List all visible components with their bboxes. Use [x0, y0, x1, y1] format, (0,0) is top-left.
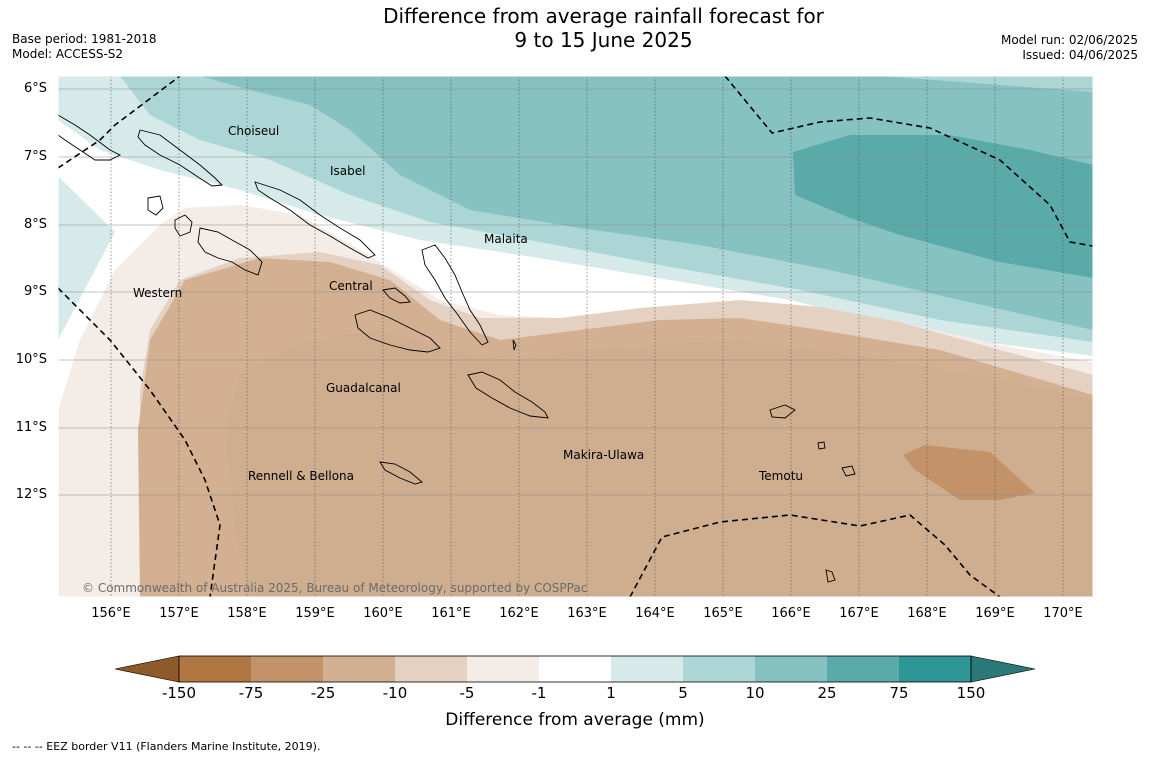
lat-lines [58, 88, 1093, 496]
choiseul-coast [137, 129, 223, 187]
lon-label-168e: 168°E [907, 606, 947, 621]
colorbar-bin-9 [755, 656, 827, 682]
wet-band-25-75 [793, 135, 1093, 278]
region-label-central: Central [329, 279, 373, 293]
makira-coast [467, 371, 549, 419]
ndeni-coast [769, 404, 796, 419]
colorbar-bin-2 [251, 656, 323, 682]
colorbar-label: 1 [606, 684, 616, 702]
lat-label-11s: 11°S [15, 420, 47, 435]
new-georgia-coast-2 [197, 227, 263, 276]
region-label-malaita: Malaita [484, 232, 528, 246]
lon-label-166e: 166°E [771, 606, 811, 621]
small-island-2 [825, 569, 836, 583]
lat-label-9s: 9°S [23, 284, 47, 299]
lon-label-161e: 161°E [431, 606, 471, 621]
meta-right: Model run: 02/06/2025 Issued: 04/06/2025 [1001, 33, 1138, 63]
colorbar-bin-11 [899, 656, 971, 682]
colorbar-bin-6 [539, 656, 611, 682]
colorbar-bin-4 [395, 656, 467, 682]
gridlines [110, 76, 1064, 597]
lon-label-167e: 167°E [839, 606, 879, 621]
region-label-western: Western [133, 286, 183, 300]
small-island-1 [817, 441, 826, 450]
lon-label-164e: 164°E [635, 606, 675, 621]
colorbar-label: 5 [678, 684, 688, 702]
tikopia-coast [841, 465, 856, 477]
colorbar-label: 75 [889, 684, 909, 702]
base-period: Base period: 1981-2018 [12, 32, 157, 46]
rennell-coast [379, 461, 423, 485]
lon-label-170e: 170°E [1043, 606, 1083, 621]
colorbar-label: -75 [238, 684, 264, 702]
lon-label-169e: 169°E [975, 606, 1015, 621]
map-title-line1: Difference from average rainfall forecas… [383, 4, 824, 28]
colorbar-bin-3 [323, 656, 395, 682]
region-label-makira-ulawa: Makira-Ulawa [563, 448, 645, 462]
bougainville-coast [58, 114, 122, 161]
colorbar-bin-1 [179, 656, 251, 682]
colorbar-title: Difference from average (mm) [445, 710, 705, 730]
guadalcanal-coast [354, 309, 441, 353]
lon-label-160e: 160°E [363, 606, 403, 621]
colorbar-extend-high [970, 655, 1036, 683]
lon-label-157e: 157°E [159, 606, 199, 621]
colorbar-bin-10 [827, 656, 899, 682]
model-name: Model: ACCESS-S2 [12, 47, 124, 61]
lat-label-7s: 7°S [23, 149, 47, 164]
copyright-notice: © Commonwealth of Australia 2025, Bureau… [82, 581, 588, 595]
vella-lavella-coast [147, 195, 164, 216]
malaita-coast [421, 244, 489, 346]
issued-date: Issued: 04/06/2025 [1022, 48, 1138, 62]
map-field [58, 76, 1093, 597]
lat-label-6s: 6°S [23, 81, 47, 96]
region-label-rennell-bellona: Rennell & Bellona [248, 469, 355, 483]
colorbar [114, 655, 1036, 683]
florida-coast [382, 287, 411, 304]
dry-band-25-75 [225, 330, 1093, 597]
lat-label-8s: 8°S [23, 217, 47, 232]
region-label-guadalcanal: Guadalcanal [326, 381, 401, 395]
colorbar-label: -25 [310, 684, 336, 702]
isabel-coast [254, 181, 376, 259]
lon-label-165e: 165°E [703, 606, 743, 621]
lat-label-10s: 10°S [15, 352, 47, 367]
lon-label-163e: 163°E [567, 606, 607, 621]
colorbar-label: 25 [817, 684, 837, 702]
region-label-isabel: Isabel [330, 164, 366, 178]
colorbar-label: 150 [956, 684, 986, 702]
colorbar-label: -5 [459, 684, 475, 702]
lon-label-156e: 156°E [91, 606, 131, 621]
colorbar-bin-7 [611, 656, 683, 682]
colorbar-label: -1 [531, 684, 547, 702]
lon-label-158e: 158°E [227, 606, 267, 621]
eez-legend-note: -- -- -- EEZ border V11 (Flanders Marine… [12, 740, 321, 753]
colorbar-label: -10 [382, 684, 408, 702]
lon-label-159e: 159°E [295, 606, 335, 621]
map-title-line2: 9 to 15 June 2025 [514, 28, 693, 52]
wet-band-top-right [880, 76, 1093, 92]
region-label-choiseul: Choiseul [228, 124, 280, 138]
colorbar-bin-5 [467, 656, 539, 682]
eez-borders [58, 76, 1093, 597]
wet-band-left [58, 176, 115, 340]
lat-label-12s: 12°S [15, 487, 47, 502]
coastlines [58, 114, 856, 583]
colorbar-extend-low [114, 655, 180, 683]
model-run: Model run: 02/06/2025 [1000, 33, 1138, 47]
map-frame [57, 75, 1094, 598]
colorbar-label: -150 [161, 684, 197, 702]
dry-band-75-150 [903, 445, 1035, 500]
new-georgia-coast [174, 214, 193, 237]
colorbar-bin-8 [683, 656, 755, 682]
small-island-3 [512, 339, 517, 351]
meta-left: Base period: 1981-2018 Model: ACCESS-S2 [12, 32, 157, 62]
colorbar-label: 10 [745, 684, 765, 702]
lon-label-162e: 162°E [499, 606, 539, 621]
region-label-temotu: Temotu [759, 469, 804, 483]
